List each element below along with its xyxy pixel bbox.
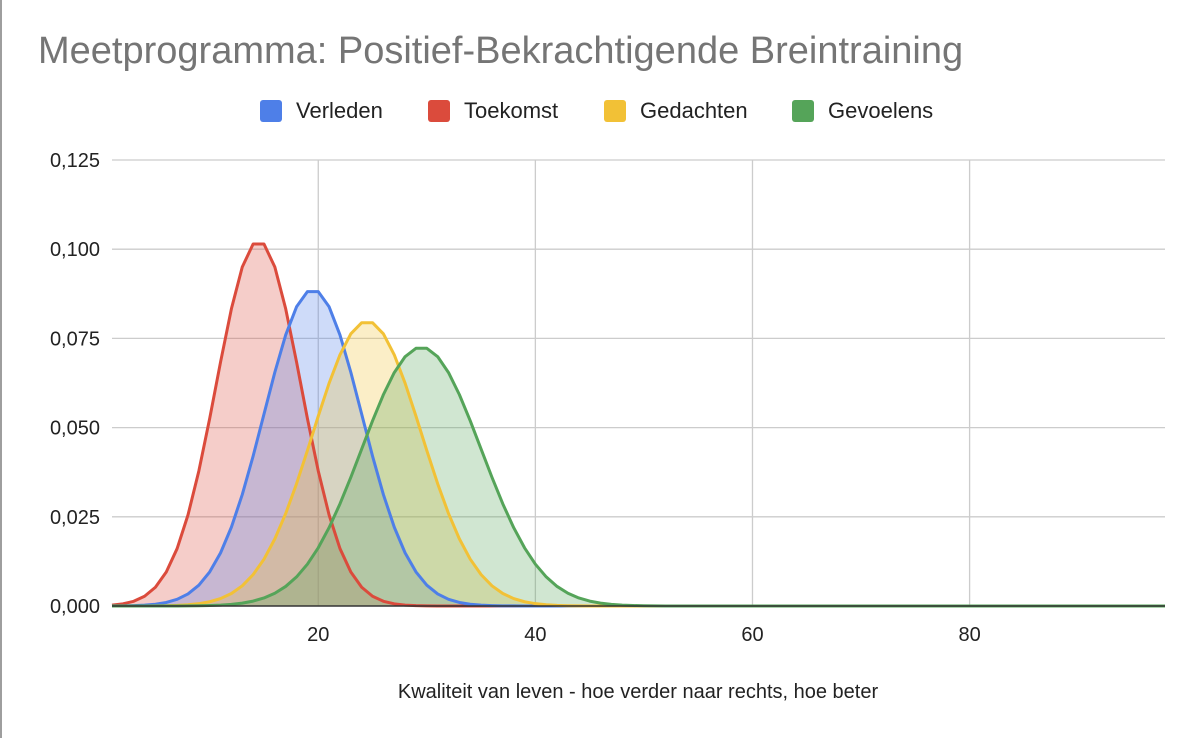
- x-tick-label: 80: [958, 624, 980, 646]
- left-border: [0, 0, 2, 738]
- grid-lines: [112, 159, 1165, 606]
- legend-label-toekomst: Toekomst: [464, 98, 559, 123]
- y-tick-label: 0,025: [50, 507, 100, 529]
- legend-swatch-gevoelens: [792, 100, 814, 122]
- legend-label-gedachten: Gedachten: [640, 98, 748, 123]
- x-tick-label: 60: [741, 624, 763, 646]
- legend: Verleden Toekomst Gedachten Gevoelens: [0, 96, 1192, 126]
- y-tick-label: 0,050: [50, 418, 100, 440]
- x-tick-label: 40: [524, 624, 546, 646]
- y-tick-label: 0,000: [50, 596, 100, 618]
- legend-item-gevoelens[interactable]: Gevoelens: [792, 96, 933, 126]
- chart-title: Meetprogramma: Positief-Bekrachtigende B…: [38, 30, 964, 72]
- y-tick-label: 0,100: [50, 239, 100, 261]
- legend-item-verleden[interactable]: Verleden: [260, 96, 383, 126]
- legend-swatch-gedachten: [604, 100, 626, 122]
- legend-label-gevoelens: Gevoelens: [828, 98, 934, 123]
- y-tick-label: 0,075: [50, 328, 100, 350]
- legend-label-verleden: Verleden: [296, 98, 383, 123]
- series-areas: [112, 244, 1165, 606]
- legend-swatch-verleden: [260, 100, 282, 122]
- legend-item-toekomst[interactable]: Toekomst: [428, 96, 558, 126]
- axes: 0,000 0,025 0,050 0,075 0,100 0,125 20 40 60 80: [50, 150, 1165, 646]
- series-area-toekomst: [112, 244, 1165, 606]
- series-area-verleden: [112, 291, 1165, 606]
- y-tick-label: 0,125: [50, 150, 100, 172]
- x-axis-title: Kwaliteit van leven - hoe verder naar re…: [398, 681, 879, 703]
- x-tick-label: 20: [307, 624, 329, 646]
- series-area-gevoelens: [112, 348, 1165, 606]
- legend-swatch-toekomst: [428, 100, 450, 122]
- legend-item-gedachten[interactable]: Gedachten: [604, 96, 748, 126]
- series-area-gedachten: [112, 322, 1165, 606]
